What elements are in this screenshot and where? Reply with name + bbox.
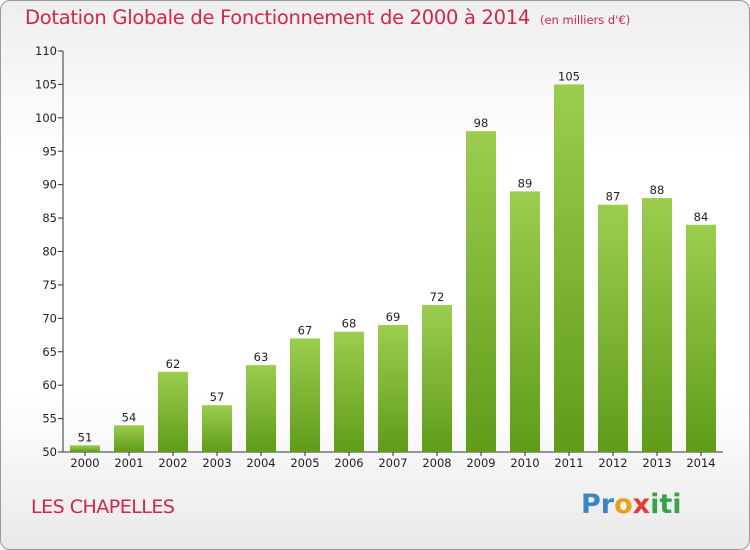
bar [642,198,672,452]
data-label: 84 [694,210,709,224]
x-tick-label: 2000 [70,456,99,470]
y-tick-label: 100 [35,111,57,125]
y-tick-label: 50 [42,445,57,459]
data-label: 57 [210,390,225,404]
x-tick-label: 2007 [378,456,407,470]
x-tick-label: 2009 [466,456,495,470]
chart-title-text: Dotation Globale de Fonctionnement de 20… [25,6,530,29]
x-tick-label: 2001 [114,456,143,470]
proxiti-logo: Proxiti [581,489,682,520]
x-tick-label: 2010 [510,456,539,470]
x-tick-label: 2011 [554,456,583,470]
y-tick-label: 85 [42,211,57,225]
x-tick-label: 2013 [642,456,671,470]
y-tick-label: 70 [42,311,57,325]
bar [598,204,628,452]
bar [202,405,232,452]
bar [114,425,144,452]
x-tick-label: 2002 [158,456,187,470]
data-label: 51 [78,430,93,444]
chart-unit: (en milliers d'€) [539,13,631,27]
bar [422,304,452,452]
y-tick-label: 65 [42,345,57,359]
bar [466,131,496,452]
y-tick-label: 80 [42,245,57,259]
commune-name: LES CHAPELLES [31,496,175,518]
bar [554,84,584,453]
x-tick-label: 2003 [202,456,231,470]
x-tick-label: 2005 [290,456,319,470]
bar [70,445,100,452]
y-tick-label: 90 [42,178,57,192]
bar [246,365,276,452]
data-label: 67 [298,323,313,337]
data-label: 105 [558,69,580,83]
data-label: 68 [342,317,357,331]
bar [378,325,408,452]
x-tick-label: 2008 [422,456,451,470]
data-label: 87 [606,190,621,204]
bar [686,224,716,452]
x-tick-label: 2012 [598,456,627,470]
data-label: 69 [386,310,401,324]
x-tick-label: 2004 [246,456,275,470]
x-tick-label: 2014 [686,456,715,470]
bar [334,331,364,452]
data-label: 88 [650,183,665,197]
bar [510,191,540,452]
data-label: 63 [254,350,269,364]
bar [158,371,188,452]
y-tick-label: 105 [35,77,57,91]
data-label: 72 [430,290,445,304]
chart-title: Dotation Globale de Fonctionnement de 20… [25,6,630,29]
data-label: 89 [518,176,533,190]
y-tick-label: 75 [42,278,57,292]
bar [290,338,320,452]
y-tick-label: 60 [42,378,57,392]
y-tick-label: 55 [42,412,57,426]
data-label: 62 [166,357,181,371]
y-tick-label: 110 [35,44,57,58]
data-label: 54 [122,410,137,424]
y-tick-label: 95 [42,144,57,158]
x-tick-label: 2006 [334,456,363,470]
data-label: 98 [474,116,489,130]
